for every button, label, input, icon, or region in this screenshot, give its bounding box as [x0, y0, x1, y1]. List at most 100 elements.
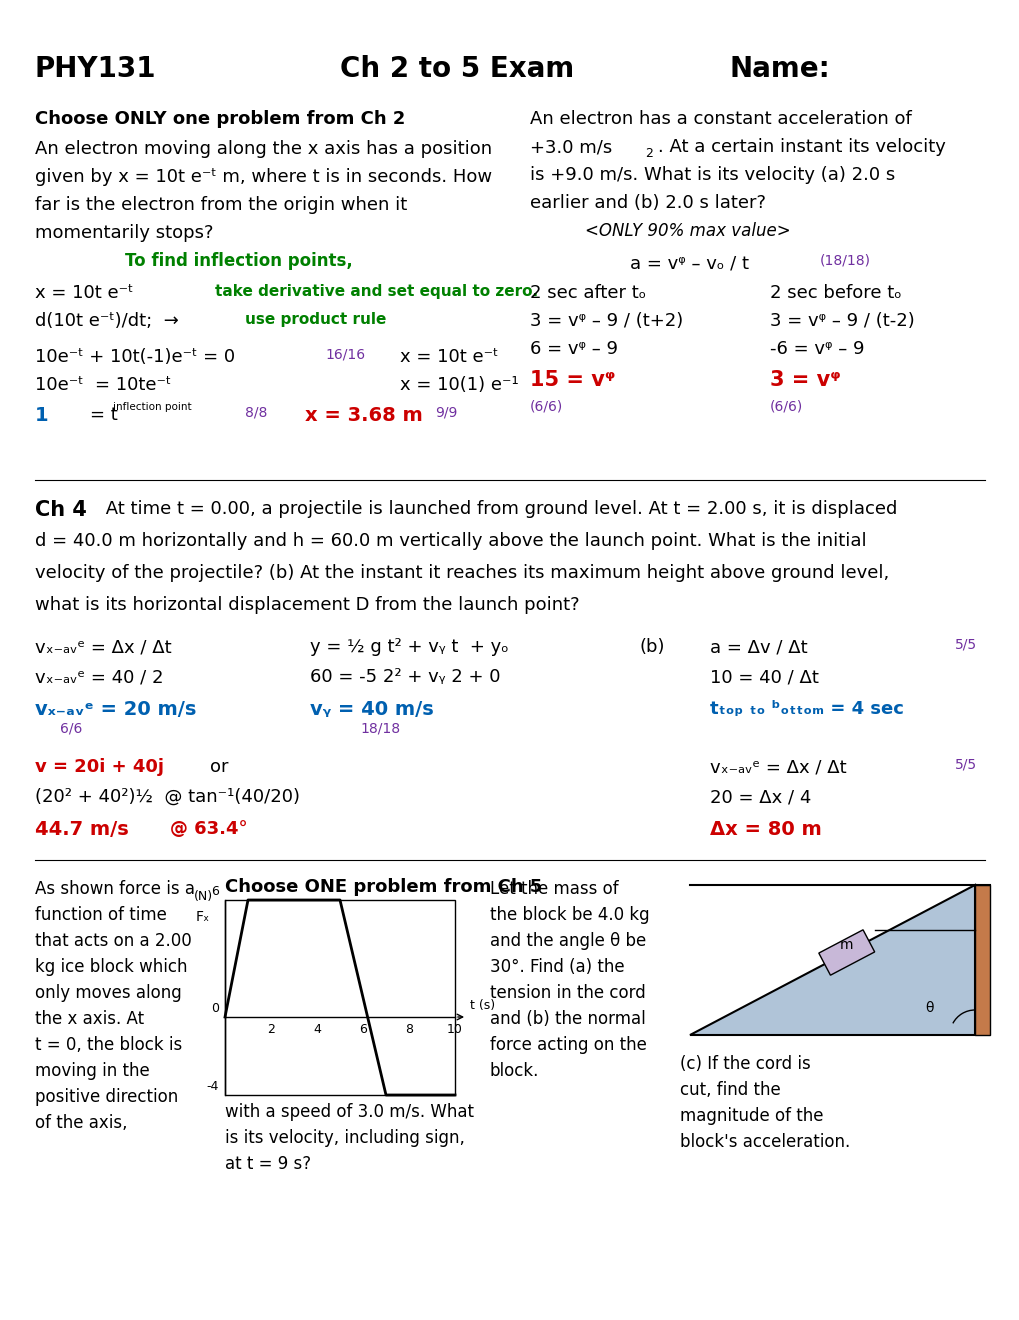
Text: that acts on a 2.00: that acts on a 2.00	[35, 932, 192, 950]
Text: given by x = 10t e⁻ᵗ m, where t is in seconds. How: given by x = 10t e⁻ᵗ m, where t is in se…	[35, 168, 491, 186]
Text: t (s): t (s)	[470, 999, 495, 1012]
Text: +3.0 m/s: +3.0 m/s	[530, 139, 611, 156]
Text: x = 10(1) e⁻¹: x = 10(1) e⁻¹	[399, 376, 519, 393]
Text: 10: 10	[446, 1023, 463, 1036]
Text: a = vᵠ – vₒ / t: a = vᵠ – vₒ / t	[630, 253, 748, 272]
Text: 5/5: 5/5	[954, 758, 976, 772]
Text: the x axis. At: the x axis. At	[35, 1010, 144, 1028]
Text: = t: = t	[90, 407, 117, 424]
Text: x = 3.68 m: x = 3.68 m	[305, 407, 422, 425]
Text: d = 40.0 m horizontally and h = 60.0 m vertically above the launch point. What i: d = 40.0 m horizontally and h = 60.0 m v…	[35, 532, 866, 550]
Bar	[225, 900, 454, 1096]
Text: 10e⁻ᵗ + 10t(-1)e⁻ᵗ = 0: 10e⁻ᵗ + 10t(-1)e⁻ᵗ = 0	[35, 348, 235, 366]
Text: As shown force is a: As shown force is a	[35, 880, 195, 898]
Text: x = 10t e⁻ᵗ: x = 10t e⁻ᵗ	[399, 348, 498, 366]
Text: what is its horizontal displacement D from the launch point?: what is its horizontal displacement D fr…	[35, 597, 579, 614]
Text: -6 = vᵠ – 9: -6 = vᵠ – 9	[769, 341, 864, 358]
Text: vₓ₋ₐᵥᵉ = 20 m/s: vₓ₋ₐᵥᵉ = 20 m/s	[35, 700, 197, 719]
Text: Δx = 80 m: Δx = 80 m	[709, 820, 821, 840]
Text: 5/5: 5/5	[954, 638, 976, 652]
Text: a = Δv / Δt: a = Δv / Δt	[709, 638, 807, 656]
Text: 6: 6	[359, 1023, 367, 1036]
Text: and (b) the normal: and (b) the normal	[489, 1010, 645, 1028]
Text: tension in the cord: tension in the cord	[489, 983, 645, 1002]
Text: 4: 4	[313, 1023, 321, 1036]
Polygon shape	[818, 929, 874, 975]
Text: m: m	[840, 939, 853, 952]
Text: 2: 2	[644, 147, 652, 160]
Text: 6/6: 6/6	[60, 722, 83, 737]
Text: An electron has a constant acceleration of: An electron has a constant acceleration …	[530, 110, 911, 128]
Text: (6/6): (6/6)	[530, 400, 562, 414]
Text: only moves along: only moves along	[35, 983, 181, 1002]
Polygon shape	[689, 884, 974, 1035]
Text: x = 10t e⁻ᵗ: x = 10t e⁻ᵗ	[35, 284, 133, 302]
Text: PHY131: PHY131	[35, 55, 156, 83]
Text: vᵧ = 40 m/s: vᵧ = 40 m/s	[310, 700, 433, 719]
Text: Ch 4: Ch 4	[35, 500, 87, 520]
Text: Let the mass of: Let the mass of	[489, 880, 618, 898]
Text: velocity of the projectile? (b) At the instant it reaches its maximum height abo: velocity of the projectile? (b) At the i…	[35, 564, 889, 582]
Text: moving in the: moving in the	[35, 1063, 150, 1080]
Text: Choose ONE problem from Ch 5: Choose ONE problem from Ch 5	[225, 878, 542, 896]
Text: 2 sec after tₒ: 2 sec after tₒ	[530, 284, 646, 302]
Text: (N): (N)	[194, 890, 212, 903]
Text: (c) If the cord is: (c) If the cord is	[680, 1055, 810, 1073]
Text: with a speed of 3.0 m/s. What: with a speed of 3.0 m/s. What	[225, 1104, 474, 1121]
Text: <ONLY 90% max value>: <ONLY 90% max value>	[585, 222, 790, 240]
Text: -4: -4	[207, 1080, 219, 1093]
Text: momentarily stops?: momentarily stops?	[35, 224, 213, 242]
Text: 16/16: 16/16	[325, 348, 365, 362]
Text: use product rule: use product rule	[245, 312, 386, 327]
Text: cut, find the: cut, find the	[680, 1081, 780, 1100]
Text: 15 = vᵠ: 15 = vᵠ	[530, 370, 614, 389]
Text: . At a certain instant its velocity: . At a certain instant its velocity	[657, 139, 945, 156]
Text: 44.7 m/s: 44.7 m/s	[35, 820, 128, 840]
Text: vₓ₋ₐᵥᵉ = Δx / Δt: vₓ₋ₐᵥᵉ = Δx / Δt	[35, 638, 171, 656]
Text: t = 0, the block is: t = 0, the block is	[35, 1036, 182, 1053]
Text: far is the electron from the origin when it: far is the electron from the origin when…	[35, 195, 407, 214]
Text: the block be 4.0 kg: the block be 4.0 kg	[489, 906, 649, 924]
Text: at t = 9 s?: at t = 9 s?	[225, 1155, 311, 1173]
Text: Choose ONLY one problem from Ch 2: Choose ONLY one problem from Ch 2	[35, 110, 405, 128]
Text: 0: 0	[211, 1002, 219, 1015]
Text: and the angle θ be: and the angle θ be	[489, 932, 646, 950]
Text: inflection point: inflection point	[113, 403, 192, 412]
Text: @ 63.4°: @ 63.4°	[170, 820, 248, 838]
Text: 2: 2	[267, 1023, 275, 1036]
Text: (20² + 40²)½  @ tan⁻¹(40/20): (20² + 40²)½ @ tan⁻¹(40/20)	[35, 788, 300, 807]
Text: vₓ₋ₐᵥᵉ = 40 / 2: vₓ₋ₐᵥᵉ = 40 / 2	[35, 668, 163, 686]
Text: 2 sec before tₒ: 2 sec before tₒ	[769, 284, 901, 302]
Text: is its velocity, including sign,: is its velocity, including sign,	[225, 1129, 465, 1147]
Text: 3 = vᵠ – 9 / (t-2): 3 = vᵠ – 9 / (t-2)	[769, 312, 914, 330]
Text: To find inflection points,: To find inflection points,	[125, 252, 353, 271]
Text: y = ½ g t² + vᵧ t  + yₒ: y = ½ g t² + vᵧ t + yₒ	[310, 638, 508, 656]
Text: of the axis,: of the axis,	[35, 1114, 127, 1133]
Text: 18/18: 18/18	[360, 722, 399, 737]
Text: 60 = -5 2² + vᵧ 2 + 0: 60 = -5 2² + vᵧ 2 + 0	[310, 668, 500, 686]
Text: or: or	[210, 758, 228, 776]
Text: earlier and (b) 2.0 s later?: earlier and (b) 2.0 s later?	[530, 194, 765, 213]
Text: take derivative and set equal to zero.: take derivative and set equal to zero.	[215, 284, 538, 300]
Text: d(10t e⁻ᵗ)/dt;  →: d(10t e⁻ᵗ)/dt; →	[35, 312, 178, 330]
Text: v = 20i + 40j: v = 20i + 40j	[35, 758, 164, 776]
Text: 30°. Find (a) the: 30°. Find (a) the	[489, 958, 624, 975]
Text: (18/18): (18/18)	[819, 253, 870, 268]
Text: 6 = vᵠ – 9: 6 = vᵠ – 9	[530, 341, 618, 358]
Text: 8: 8	[405, 1023, 413, 1036]
Polygon shape	[974, 884, 989, 1035]
Text: Fₓ: Fₓ	[196, 909, 210, 924]
Text: vₓ₋ₐᵥᵉ = Δx / Δt: vₓ₋ₐᵥᵉ = Δx / Δt	[709, 758, 846, 776]
Text: 9/9: 9/9	[434, 407, 457, 420]
Text: Name:: Name:	[730, 55, 829, 83]
Text: 3 = vᵠ – 9 / (t+2): 3 = vᵠ – 9 / (t+2)	[530, 312, 683, 330]
Text: block.: block.	[489, 1063, 539, 1080]
Text: magnitude of the: magnitude of the	[680, 1107, 822, 1125]
Text: block's acceleration.: block's acceleration.	[680, 1133, 850, 1151]
Text: An electron moving along the x axis has a position: An electron moving along the x axis has …	[35, 140, 491, 158]
Text: (b): (b)	[639, 638, 664, 656]
Text: is +9.0 m/s. What is its velocity (a) 2.0 s: is +9.0 m/s. What is its velocity (a) 2.…	[530, 166, 895, 183]
Text: 20 = Δx / 4: 20 = Δx / 4	[709, 788, 810, 807]
Text: 3 = vᵠ: 3 = vᵠ	[769, 370, 840, 389]
Text: 10 = 40 / Δt: 10 = 40 / Δt	[709, 668, 818, 686]
